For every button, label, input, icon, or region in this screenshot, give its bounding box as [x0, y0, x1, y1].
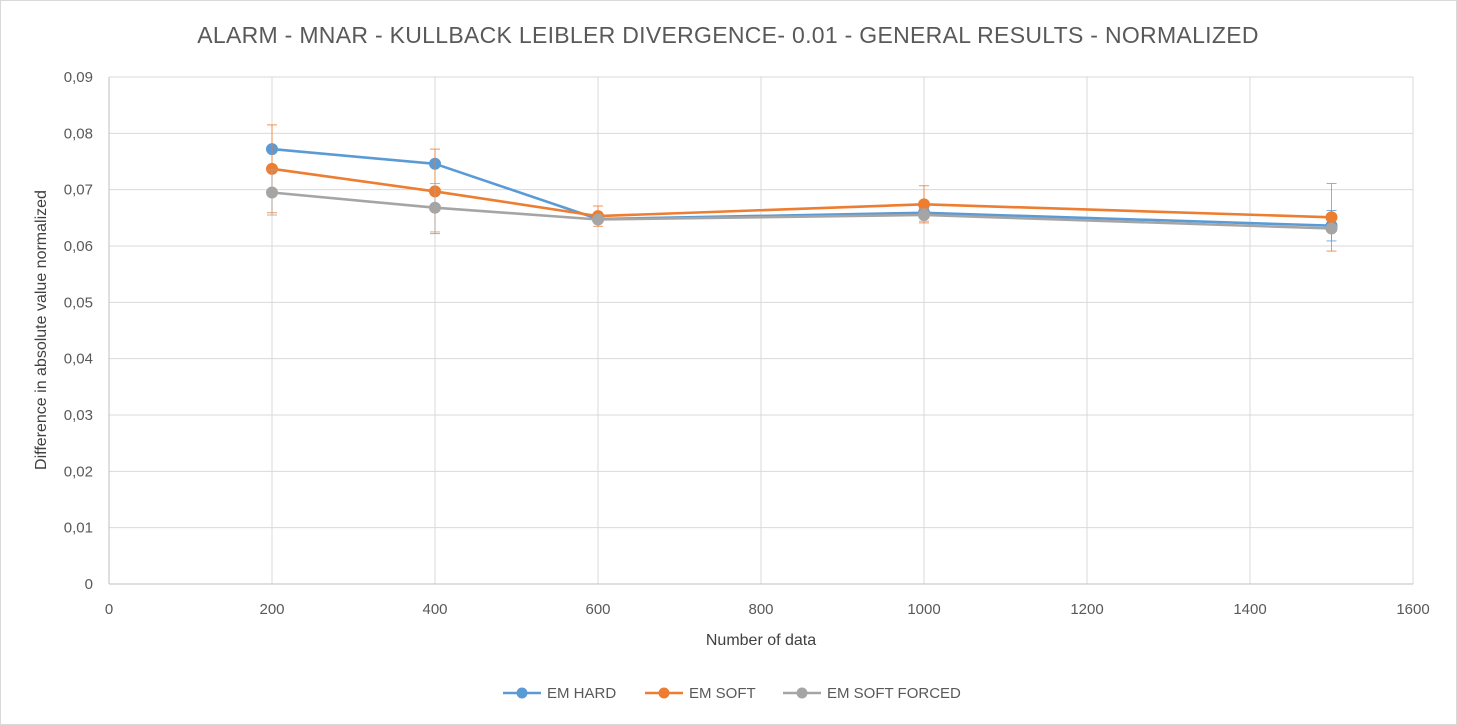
- y-tick-label: 0,09: [64, 69, 93, 86]
- data-point: [592, 213, 604, 226]
- tick-labels: 0 0,01 0,02 0,03 0,04 0,05 0,06 0,07 0,08 0,09 0 20…: [64, 69, 1430, 618]
- y-tick-label: 0,08: [64, 125, 93, 142]
- legend-swatch-marker: [658, 687, 670, 699]
- legend: EM HARD EM SOFT EM SOFT FORCED: [503, 685, 961, 702]
- data-point: [918, 198, 930, 211]
- x-tick-label: 1600: [1396, 601, 1429, 618]
- axes: [108, 77, 1413, 585]
- y-tick-label: 0,07: [64, 182, 93, 199]
- x-tick-label: 0: [105, 601, 113, 618]
- series-group: [266, 143, 1338, 242]
- legend-label: EM SOFT: [689, 685, 756, 702]
- y-tick-label: 0,05: [64, 294, 93, 311]
- x-tick-label: 400: [422, 601, 447, 618]
- x-tick-label: 1200: [1070, 601, 1103, 618]
- legend-swatch-marker: [796, 687, 808, 699]
- data-point: [1325, 222, 1338, 235]
- legend-item: EM HARD: [503, 685, 616, 702]
- data-point: [266, 186, 278, 199]
- y-tick-label: 0: [85, 576, 93, 593]
- data-point: [918, 209, 930, 222]
- x-axis-title: Number of data: [706, 632, 816, 649]
- data-point: [1325, 211, 1338, 224]
- x-tick-label: 800: [748, 601, 773, 618]
- y-tick-label: 0,06: [64, 238, 93, 255]
- x-tick-label: 200: [259, 601, 284, 618]
- legend-label: EM HARD: [547, 685, 616, 702]
- x-tick-label: 1000: [907, 601, 940, 618]
- x-tick-label: 600: [585, 601, 610, 618]
- data-point: [429, 201, 441, 214]
- chart-title: ALARM - MNAR - KULLBACK LEIBLER DIVERGEN…: [197, 22, 1259, 48]
- legend-item: EM SOFT FORCED: [783, 685, 961, 702]
- x-tick-label: 1400: [1233, 601, 1266, 618]
- series-group: [266, 124, 1338, 252]
- y-tick-label: 0,03: [64, 407, 93, 424]
- legend-swatch-marker: [516, 687, 528, 699]
- legend-label: EM SOFT FORCED: [827, 685, 961, 702]
- series-layer: [266, 124, 1338, 252]
- y-axis-title: Difference in absolute value normalized: [33, 190, 50, 470]
- y-tick-label: 0,02: [64, 463, 93, 480]
- legend-item: EM SOFT: [645, 685, 756, 702]
- y-tick-label: 0,01: [64, 520, 93, 537]
- series-group: [266, 169, 1338, 235]
- y-tick-label: 0,04: [64, 351, 93, 368]
